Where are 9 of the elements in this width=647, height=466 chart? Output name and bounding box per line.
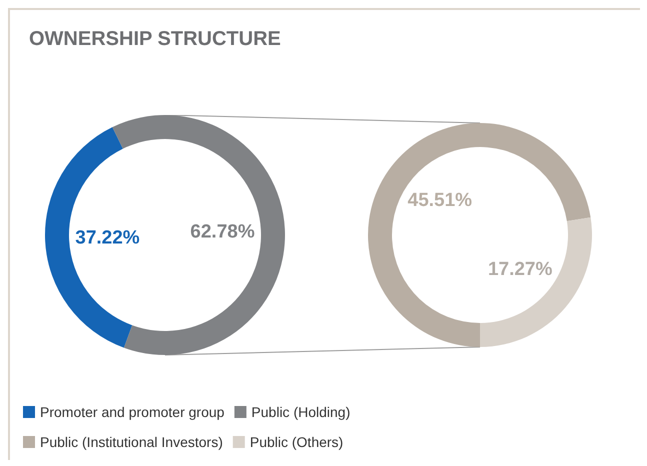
- data-label: 37.22%: [75, 228, 140, 249]
- legend-label: Public (Others): [250, 434, 344, 450]
- data-label: 45.51%: [408, 190, 472, 212]
- legend-label: Promoter and promoter group: [40, 404, 225, 420]
- data-label: 17.27%: [488, 258, 552, 280]
- chart-title: OWNERSHIP STRUCTURE: [29, 28, 281, 50]
- legend-label: Public (Institutional Investors): [40, 434, 223, 450]
- legend-label: Public (Holding): [251, 404, 350, 420]
- data-label: 62.78%: [190, 221, 255, 242]
